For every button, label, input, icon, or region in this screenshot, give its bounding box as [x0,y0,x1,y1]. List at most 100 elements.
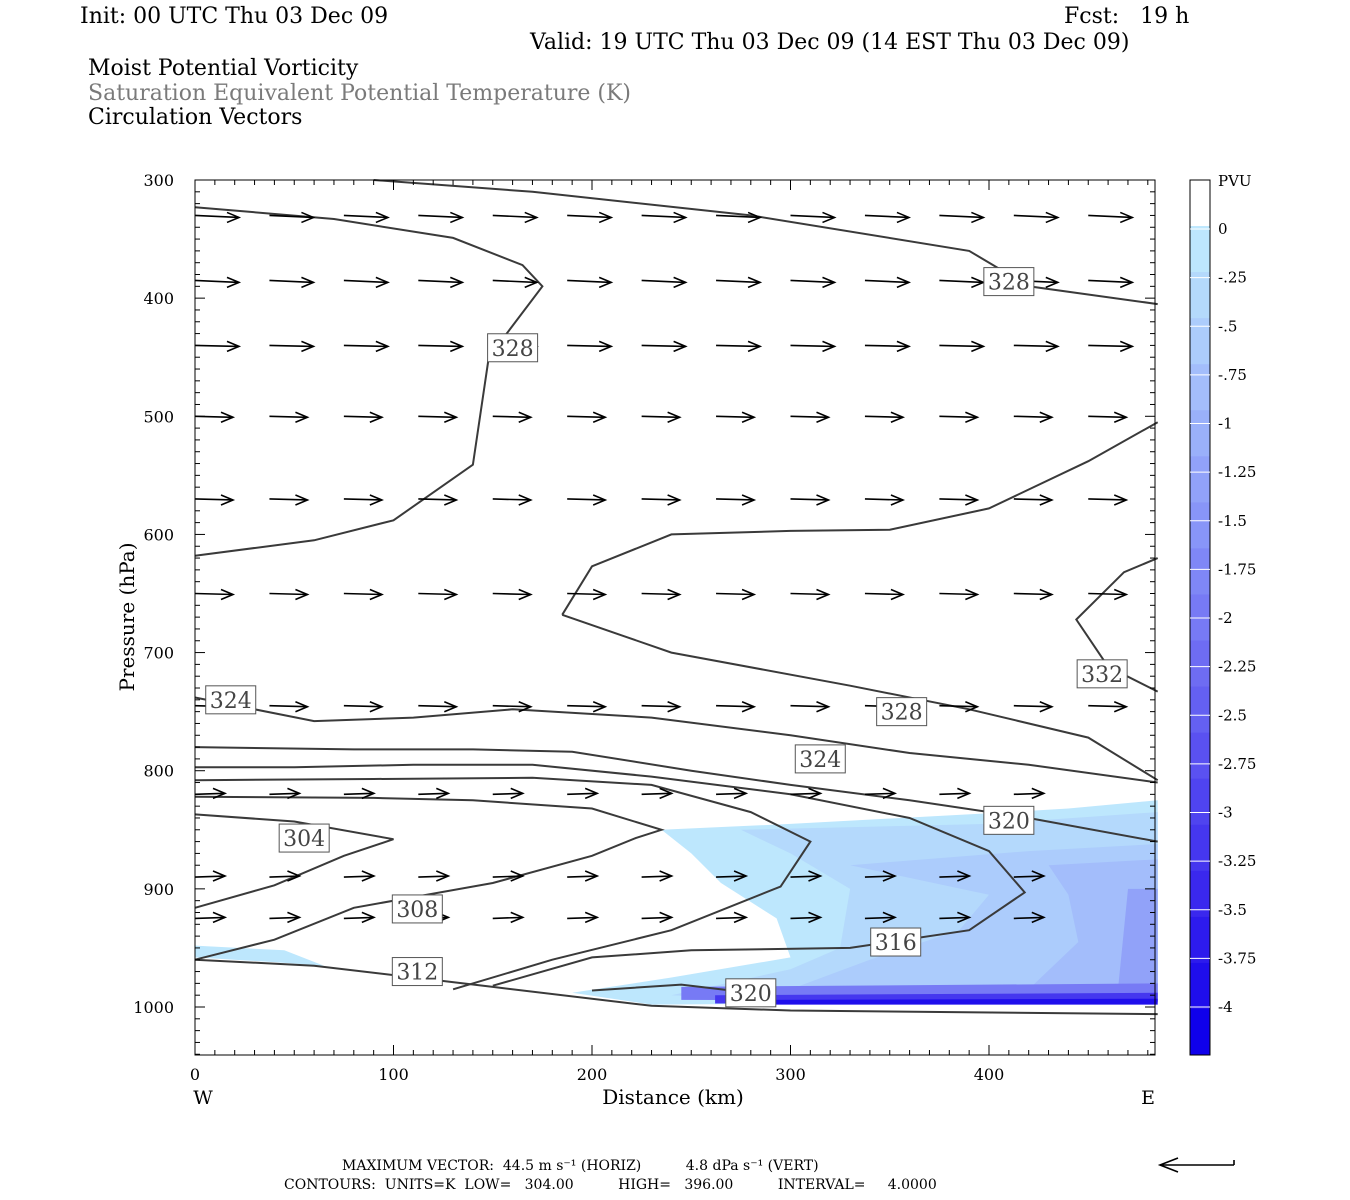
colorbar-swatch [1190,410,1210,457]
circulation-vector [492,911,525,924]
field-title-vectors: Circulation Vectors [88,105,303,130]
contour-label-320: 320 [983,805,1035,835]
circulation-vector [939,340,986,353]
circulation-vector [939,211,986,224]
circulation-vector [641,787,674,800]
circulation-vector [343,870,376,882]
circulation-vector [716,411,757,424]
theta-es-contour-308 [194,795,665,961]
circulation-vector [343,494,384,506]
circulation-vector [418,340,465,353]
y-tick-label: 900 [143,880,174,899]
circulation-vector [492,211,539,224]
svg-text:328: 328 [988,271,1030,296]
circulation-vector [567,870,600,882]
circulation-vector [418,787,451,800]
svg-text:308: 308 [396,898,438,923]
colorbar-title: PVU [1218,172,1252,190]
circulation-vector [864,588,906,601]
circulation-vector [641,340,688,353]
circulation-vector [492,870,525,882]
x-tick-label: 200 [577,1065,608,1084]
colorbar-swatch [1190,456,1210,503]
x-tick-label: 300 [775,1065,806,1084]
colorbar-swatch [1190,364,1210,411]
circulation-vector [269,276,316,289]
x-axis-title: Distance (km) [602,1085,744,1109]
theta-es-contour-328 [561,613,1159,782]
circulation-vector [1013,787,1046,800]
colorbar-swatch [1190,962,1210,1010]
theta-es-contour-328 [194,206,544,557]
circulation-vector [790,494,831,506]
circulation-vector [864,276,912,289]
circulation-vector [343,588,384,601]
circulation-vector [716,276,763,289]
colorbar-label: -.25 [1218,269,1247,287]
circulation-vector [939,588,980,601]
reference-vector-arrow [1157,1157,1235,1173]
colorbar-label: -1.25 [1218,463,1256,481]
contour-label-layer: 304 308 312 316 320 320 324 328 328 328 332 324 [205,267,1128,1008]
circulation-vector [939,870,972,882]
contour-label-328: 328 [487,333,539,363]
field-title-theta-es: Saturation Equivalent Potential Temperat… [88,81,631,106]
circulation-vector [939,276,986,289]
circulation-vector [864,787,898,800]
contour-label-328: 328 [876,697,928,727]
circulation-vector [641,494,682,506]
circulation-vector [492,787,525,800]
circulation-vector [939,700,980,713]
circulation-vector [418,588,459,601]
circulation-vector [492,700,533,713]
circulation-vector [492,276,539,289]
y-tick-label: 1000 [133,998,174,1017]
circulation-vector [790,340,837,353]
field-title-mpv: Moist Potential Vorticity [88,56,359,81]
mpv-shaded-region [740,998,1158,1005]
svg-text:316: 316 [875,931,917,956]
circulation-vector [1013,494,1054,506]
circulation-vector [567,911,600,924]
circulation-vector [492,494,533,506]
y-tick-label: 800 [143,762,174,781]
colorbar-swatch [1190,272,1210,319]
circulation-vector [269,211,316,224]
circulation-vector [790,911,823,924]
circulation-vector [269,870,302,882]
circulation-vector [567,787,600,800]
circulation-vector [939,411,980,424]
circulation-vector [790,276,837,289]
circulation-vector [864,340,912,353]
colorbar-swatch [1190,1008,1210,1056]
x-axis-east-label: E [1141,1087,1155,1109]
circulation-vector [567,588,608,601]
circulation-vector [269,700,310,713]
colorbar-swatch [1190,226,1210,273]
circulation-vector [1013,211,1060,224]
y-tick-label: 500 [143,407,174,426]
circulation-vector [418,494,459,506]
colorbar-swatch [1190,870,1210,918]
colorbar-swatch [1190,640,1210,688]
max-vector-note: MAXIMUM VECTOR: 44.5 m s⁻¹ (HORIZ) 4.8 d… [342,1158,819,1174]
circulation-vector [1088,276,1135,289]
circulation-vector [864,911,898,924]
circulation-vector [716,787,749,800]
circulation-vector [864,211,912,224]
circulation-vector [641,211,688,224]
circulation-vector [194,276,242,289]
circulation-vector [492,588,533,601]
colorbar-swatch [1190,548,1210,595]
circulation-vector [641,588,682,601]
contour-label-312: 312 [391,957,443,987]
contour-label-304: 304 [278,823,330,853]
circulation-vector [567,494,608,506]
colorbar-swatch [1190,318,1210,365]
colorbar-swatch [1190,732,1210,780]
theta-es-contour-312 [194,776,812,991]
circulation-vector [1088,700,1129,713]
circulation-vector [790,870,823,882]
contour-label-324: 324 [794,744,846,774]
circulation-vector [567,700,608,713]
